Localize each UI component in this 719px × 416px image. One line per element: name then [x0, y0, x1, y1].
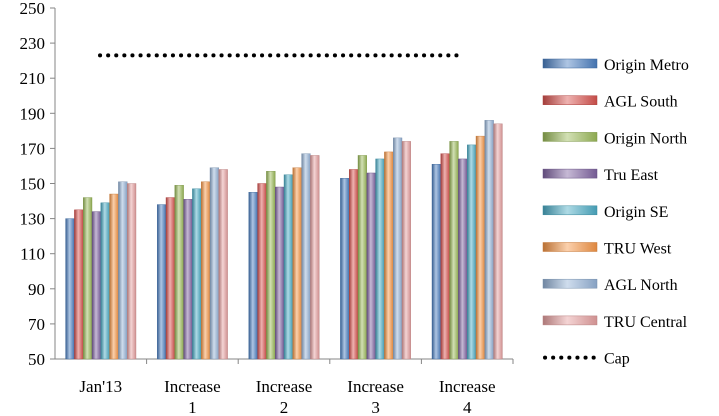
bar	[340, 178, 350, 360]
legend-label: Origin SE	[604, 204, 668, 221]
x-tick-label: Increase 2	[256, 377, 313, 416]
legend-label: TRU West	[604, 241, 672, 258]
bar	[65, 218, 75, 360]
bar	[349, 169, 359, 360]
legend-swatch	[542, 278, 598, 289]
bar	[218, 169, 228, 360]
y-tick-label: 90	[28, 280, 45, 299]
bar	[484, 120, 494, 360]
legend-label: Cap	[604, 351, 630, 368]
bar	[192, 188, 202, 360]
bar	[493, 123, 503, 360]
plot-area: 50 70 90 110 130 150 170 190 210 230 250 Jan'13 Incr…	[20, 0, 514, 416]
bar	[283, 174, 294, 360]
y-tick-label: 170	[20, 139, 46, 158]
legend-label: Tru East	[604, 167, 659, 184]
x-tick-label: Increase 3	[347, 377, 404, 416]
y-tick-label: 110	[20, 245, 45, 264]
bar	[126, 183, 137, 360]
x-tick-label: Jan'13	[79, 377, 122, 396]
y-tick-label: 130	[20, 210, 46, 229]
bar	[310, 155, 320, 360]
legend-label: TRU Central	[604, 314, 688, 331]
bar	[275, 186, 285, 360]
x-tick-label: Increase 1	[164, 377, 221, 416]
bar	[449, 141, 459, 360]
legend-swatch	[542, 132, 598, 142]
bar	[440, 153, 450, 360]
bar	[174, 185, 184, 360]
bar	[357, 155, 368, 360]
bar	[74, 209, 84, 360]
bar	[156, 204, 167, 360]
legend-swatch	[542, 315, 598, 326]
x-tick-label: Increase 4	[439, 377, 496, 416]
bar	[165, 197, 176, 360]
bar	[209, 167, 220, 360]
bar	[118, 181, 128, 360]
legend-label: Origin Metro	[604, 57, 689, 74]
legend-swatch	[542, 95, 598, 105]
legend-swatch	[542, 168, 598, 179]
y-tick-label: 250	[20, 0, 46, 18]
bar	[384, 151, 394, 360]
y-tick-label: 70	[28, 315, 45, 334]
legend-swatch	[542, 205, 598, 216]
bar	[475, 135, 486, 360]
bar	[266, 171, 276, 360]
legend-swatch	[542, 242, 598, 252]
bar	[100, 202, 110, 360]
bar	[91, 211, 102, 360]
y-tick-label: 150	[20, 175, 46, 194]
bar	[375, 158, 385, 360]
y-tick-label: 230	[20, 34, 46, 53]
y-tick-label: 210	[20, 69, 46, 88]
bar	[393, 137, 403, 360]
bar	[183, 199, 193, 360]
legend-swatch	[542, 58, 598, 69]
y-tick-label: 50	[28, 350, 45, 369]
bar	[248, 192, 258, 360]
legend-label: Origin North	[604, 130, 687, 147]
bar	[200, 181, 211, 360]
bar	[301, 153, 311, 360]
bar	[109, 193, 119, 360]
bar	[292, 167, 302, 360]
bar	[401, 141, 412, 360]
bar	[366, 172, 376, 360]
legend-label: AGL South	[604, 94, 678, 111]
legend-label: AGL North	[604, 277, 678, 294]
bar	[467, 144, 477, 360]
bar	[458, 158, 468, 360]
y-tick-label: 190	[20, 104, 46, 123]
bar	[257, 183, 267, 360]
legend: Origin Metro AGL South Origin North Tru Eas…	[542, 57, 689, 368]
bar	[431, 163, 442, 360]
bar	[82, 197, 93, 360]
